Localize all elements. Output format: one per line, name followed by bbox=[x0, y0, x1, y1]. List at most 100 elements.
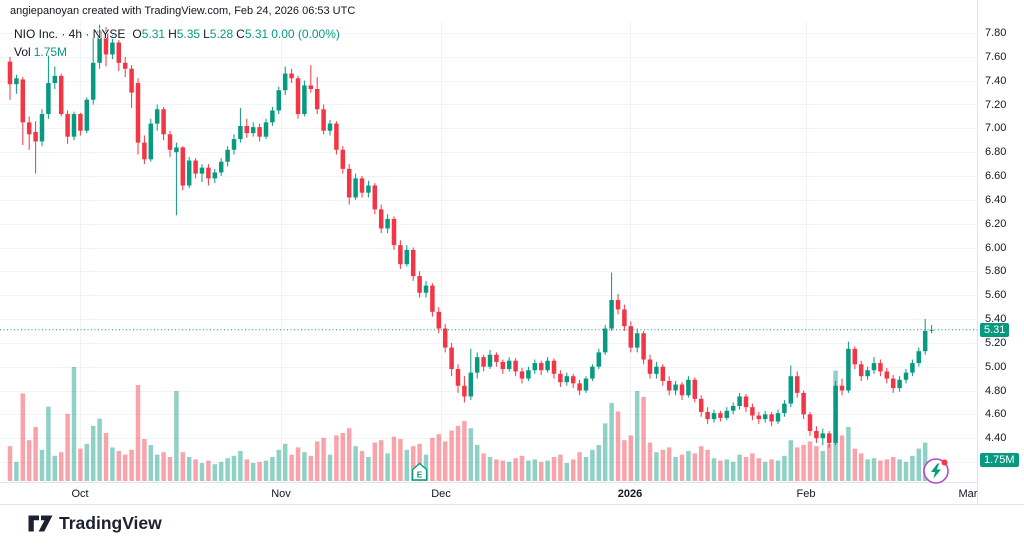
candle-body bbox=[135, 83, 141, 143]
candle-body bbox=[20, 79, 26, 123]
volume-bar bbox=[20, 393, 26, 481]
volume-bar bbox=[698, 446, 704, 481]
volume-bar bbox=[58, 452, 64, 481]
volume-bar bbox=[186, 457, 192, 481]
candle-body bbox=[449, 347, 454, 370]
time-axis[interactable]: Oct Nov Dec 2026 Feb Mar bbox=[0, 482, 977, 505]
volume-bar bbox=[423, 454, 429, 481]
volume-bar bbox=[705, 449, 710, 481]
candle-body bbox=[378, 209, 384, 229]
candle-body bbox=[679, 384, 685, 396]
legend-volume-line: Vol 1.75M bbox=[14, 43, 340, 61]
candle-body bbox=[52, 75, 58, 84]
candle-body bbox=[161, 109, 166, 135]
candle-body bbox=[532, 363, 538, 371]
earnings-marker[interactable]: E bbox=[411, 462, 428, 481]
candle-body bbox=[660, 366, 666, 381]
candle-body bbox=[794, 376, 800, 393]
volume-bar bbox=[538, 461, 544, 481]
volume-bar bbox=[327, 454, 333, 481]
last-price-badge: 5.31 bbox=[980, 322, 1010, 337]
candle-body bbox=[622, 309, 627, 327]
volume-bar bbox=[634, 391, 640, 481]
volume-bar bbox=[724, 459, 730, 481]
volume-bar bbox=[788, 440, 794, 481]
time-tick-label: Nov bbox=[271, 488, 291, 500]
volume-bar bbox=[334, 435, 339, 481]
overlay-layer: E bbox=[0, 329, 977, 481]
volume-bar bbox=[321, 437, 326, 481]
candle-body bbox=[244, 125, 250, 134]
price-tick-label: 6.40 bbox=[985, 193, 1007, 206]
realtime-flash-button[interactable] bbox=[921, 456, 951, 486]
candle-body bbox=[596, 352, 602, 367]
candle-body bbox=[705, 411, 710, 420]
candle-body bbox=[340, 149, 346, 169]
volume-bar bbox=[487, 457, 493, 481]
candle-body bbox=[564, 376, 570, 383]
volume-bar bbox=[782, 455, 787, 481]
volume-bar bbox=[359, 451, 365, 481]
candle-body bbox=[225, 149, 230, 162]
volume-bar bbox=[615, 411, 621, 481]
candle-body bbox=[391, 218, 397, 246]
volume-bar bbox=[769, 459, 774, 481]
volume-bar bbox=[884, 459, 890, 481]
candle-body bbox=[634, 333, 640, 348]
candle-body bbox=[110, 42, 115, 55]
volume-bar bbox=[391, 436, 397, 481]
candle-body bbox=[366, 185, 371, 193]
candle-body bbox=[609, 299, 614, 329]
volume-bar bbox=[116, 451, 122, 481]
candle-body bbox=[186, 160, 192, 186]
candle-body bbox=[916, 351, 922, 364]
candle-body bbox=[385, 218, 390, 229]
candle-body bbox=[750, 407, 755, 416]
tradingview-logo[interactable]: TradingView bbox=[28, 513, 162, 534]
candle-body bbox=[788, 376, 794, 404]
volume-bar bbox=[410, 446, 416, 481]
volume-bar bbox=[590, 449, 595, 481]
candle-body bbox=[154, 109, 160, 124]
volume-bar bbox=[26, 440, 32, 481]
candle-body bbox=[404, 249, 410, 265]
volume-bar bbox=[78, 448, 83, 481]
volume-bar bbox=[500, 460, 506, 481]
volume-bar bbox=[90, 425, 96, 481]
candle-body bbox=[199, 167, 205, 174]
candle-body bbox=[193, 160, 198, 174]
volume-bar bbox=[462, 421, 467, 481]
volume-bar bbox=[865, 459, 870, 481]
volume-bar bbox=[142, 439, 147, 481]
volume-bar bbox=[545, 460, 550, 481]
candle-body bbox=[103, 30, 109, 55]
candle-body bbox=[295, 78, 301, 115]
candles-layer bbox=[7, 24, 934, 448]
volume-bar bbox=[570, 459, 576, 481]
candle-body bbox=[724, 410, 730, 418]
volume-bar bbox=[455, 425, 461, 481]
volume-bar bbox=[218, 461, 224, 481]
volume-bar bbox=[743, 457, 749, 481]
candle-body bbox=[97, 30, 102, 63]
price-axis[interactable]: 4.204.404.604.805.005.205.405.605.806.00… bbox=[977, 0, 1024, 504]
candle-body bbox=[238, 125, 243, 140]
candle-body bbox=[148, 123, 154, 160]
candle-body bbox=[692, 379, 698, 399]
candle-body bbox=[762, 414, 768, 420]
candle-body bbox=[468, 372, 474, 397]
candle-body bbox=[852, 348, 858, 365]
volume-bar bbox=[897, 459, 902, 481]
candle-body bbox=[551, 360, 557, 374]
candle-body bbox=[487, 354, 493, 367]
candle-body bbox=[769, 414, 774, 422]
candle-body bbox=[442, 328, 448, 348]
price-chart-canvas[interactable]: E bbox=[0, 0, 977, 482]
volume-bar bbox=[654, 452, 659, 481]
candle-body bbox=[231, 139, 237, 150]
volume-bar bbox=[807, 441, 813, 481]
candle-body bbox=[455, 369, 461, 386]
candle-body bbox=[276, 90, 282, 111]
candle-body bbox=[833, 385, 838, 443]
